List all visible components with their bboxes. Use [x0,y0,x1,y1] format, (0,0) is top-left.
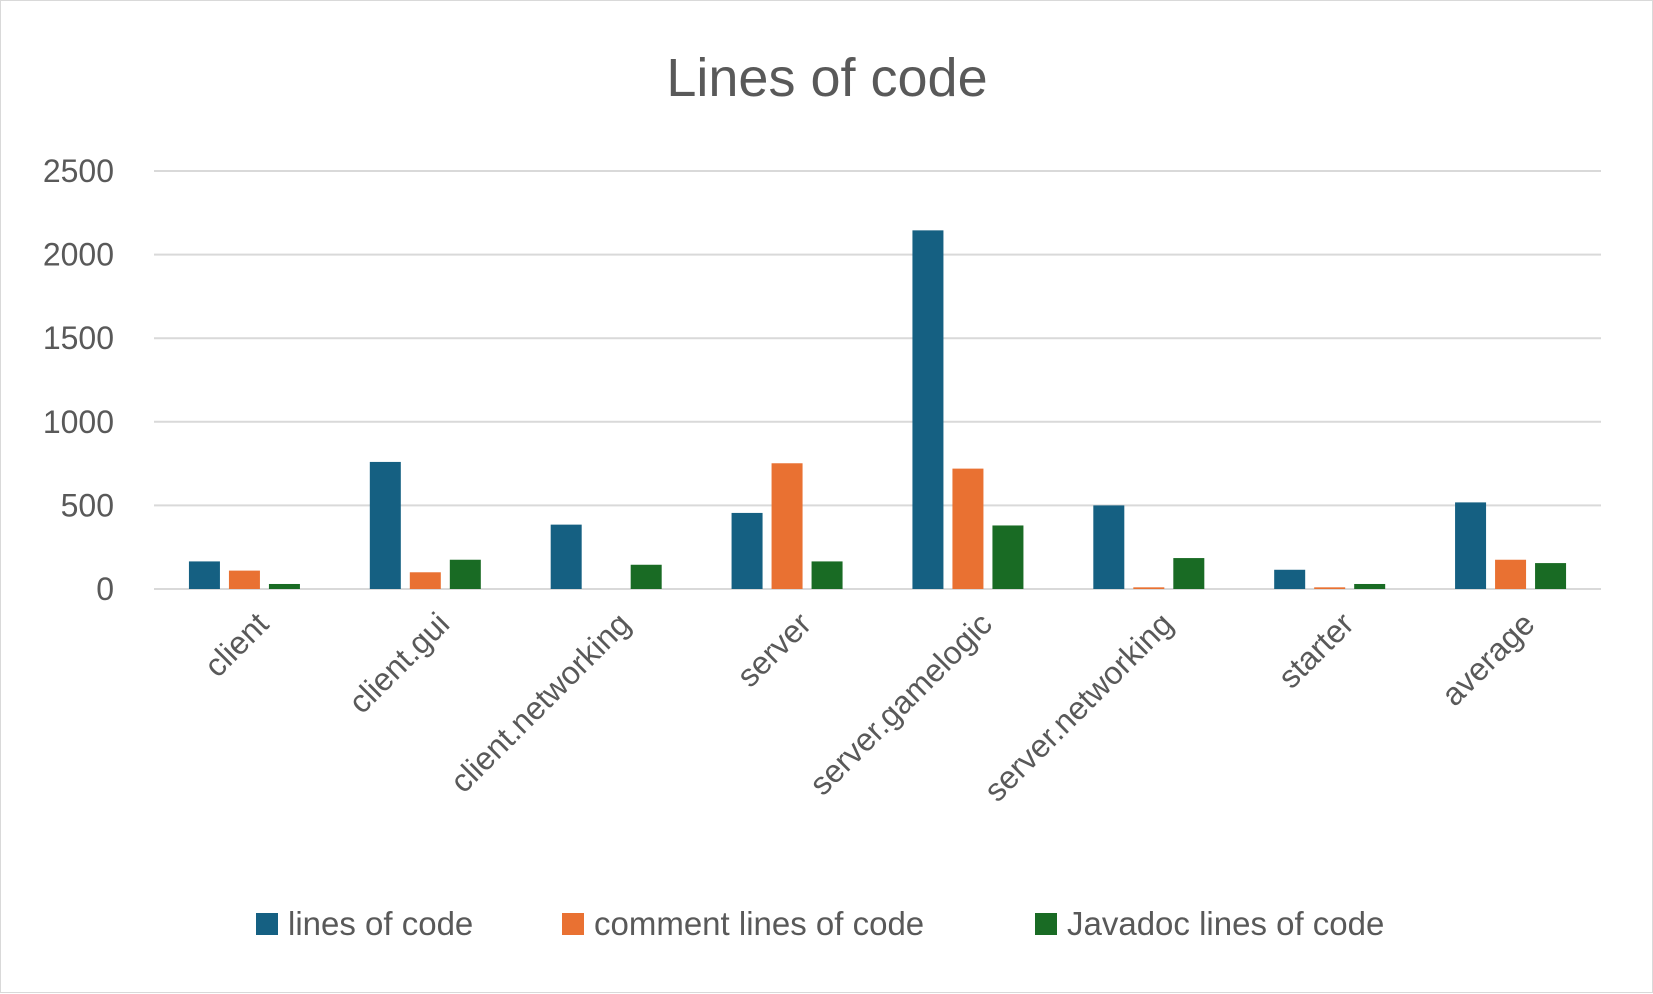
y-tick-label: 1000 [43,404,114,440]
bar-server-networking-s0 [1093,505,1125,589]
bar-server-s0 [731,512,763,589]
bar-server-gamelogic-s2 [992,525,1024,589]
bars [188,230,1567,589]
x-tick-label: client.networking [443,605,637,799]
legend-swatch [562,913,584,935]
legend-swatch [1035,913,1057,935]
y-tick-label: 2000 [43,237,114,273]
bar-starter-s0 [1274,569,1306,589]
legend-label: comment lines of code [594,905,924,942]
legend: lines of code comment lines of code Javado… [256,905,1384,942]
legend-label: lines of code [288,905,473,942]
bar-server-s1 [771,463,803,589]
bar-server-gamelogic-s0 [912,230,944,589]
x-tick-label: starter [1271,605,1361,695]
x-tick-label: average [1434,605,1541,712]
bar-client-s2 [268,583,300,589]
bar-average-s2 [1535,563,1567,589]
y-tick-label: 0 [96,571,114,607]
y-tick-label: 2500 [43,153,114,189]
y-axis-ticks: 0 500 1000 1500 2000 2500 [43,153,114,607]
bar-client-s1 [228,570,260,589]
bar-server-networking-s1 [1133,587,1165,589]
bar-starter-s2 [1354,583,1386,589]
bar-server-gamelogic-s1 [952,468,984,589]
legend-swatch [256,913,278,935]
bar-average-s1 [1495,559,1527,589]
bar-client-s0 [188,561,220,589]
x-tick-label: server.networking [977,605,1180,808]
x-tick-label: server.gamelogic [802,605,998,801]
bar-server-s2 [811,561,843,589]
bar-client-gui-s0 [369,461,401,589]
bar-server-networking-s2 [1173,558,1205,589]
bar-client-networking-s2 [630,564,662,589]
x-tick-label: client [197,605,275,683]
y-tick-label: 500 [61,487,114,523]
bar-client-gui-s1 [409,572,441,589]
chart-title: Lines of code [666,48,987,108]
x-tick-label: server [730,605,819,694]
x-tick-label: client.gui [342,605,457,720]
bar-starter-s1 [1314,587,1346,589]
y-tick-label: 1500 [43,320,114,356]
bar-average-s0 [1455,502,1487,589]
bar-client-networking-s0 [550,524,582,589]
bar-client-gui-s2 [449,559,481,589]
legend-label: Javadoc lines of code [1067,905,1384,942]
